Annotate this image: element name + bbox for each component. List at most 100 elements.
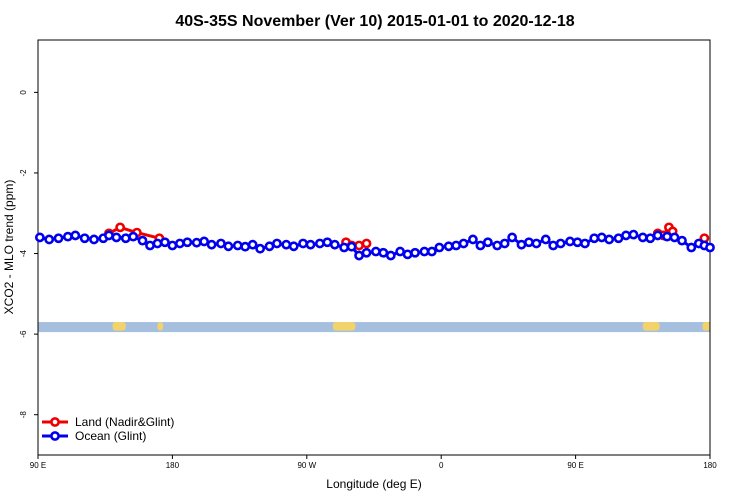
ocean-series-point-15 <box>160 237 170 248</box>
land-series-seg1-point-3 <box>361 238 372 249</box>
ocean-series-point-83 <box>705 242 715 253</box>
ocean-series-point-51 <box>451 240 462 251</box>
ocean-series-point-68 <box>589 233 600 244</box>
y-axis-label: XCO2 - MLO trend (ppm) <box>2 180 16 315</box>
y-axis: 0 -2 -4 -6 -8 <box>19 90 38 419</box>
ocean-series-point-58 <box>507 232 518 243</box>
ocean-series-point-74 <box>637 232 648 243</box>
ocean-series-point-21 <box>206 239 217 250</box>
ocean-series-point-53 <box>468 234 478 245</box>
ocean-series-point-35 <box>322 237 333 248</box>
ocean-series-point-18 <box>182 237 193 248</box>
ocean-series-point-75 <box>645 233 656 244</box>
ocean-series-point-13 <box>145 240 155 251</box>
ocean-series-point-8 <box>104 230 114 241</box>
ocean-series-point-41 <box>370 246 381 257</box>
land-band <box>38 322 710 333</box>
legend-land-label: Land (Nadir&Glint) <box>75 415 174 429</box>
ocean-series-point-71 <box>613 233 624 244</box>
ocean-series-point-9 <box>111 232 122 243</box>
land-patch-1 <box>157 322 164 331</box>
ocean-series-point-4 <box>70 230 81 241</box>
ocean-series-point-17 <box>174 238 185 249</box>
ocean-series-point-48 <box>426 246 437 257</box>
ocean-series-point-42 <box>378 247 389 258</box>
ocean-band <box>38 322 710 333</box>
ocean-series-point-31 <box>288 241 299 252</box>
x-tick-label-0: 90 E <box>30 461 46 470</box>
ocean-series-point-72 <box>621 230 631 241</box>
ocean-series-point-59 <box>516 239 527 250</box>
ocean-series-point-24 <box>232 240 243 251</box>
ocean-series-point-62 <box>540 234 551 245</box>
x-tick-label-4: 90 E <box>567 461 583 470</box>
y-tick-label-3: -6 <box>19 330 28 338</box>
y-tick-label-4: -8 <box>19 411 28 419</box>
ocean-series-point-0 <box>34 232 45 243</box>
ocean-series-point-79 <box>677 235 687 246</box>
ocean-series-point-46 <box>410 247 420 258</box>
x-axis: 90 E 180 90 W 0 90 E 180 <box>30 455 717 470</box>
ocean-series-point-20 <box>199 236 210 247</box>
ocean-series-point-5 <box>79 233 90 244</box>
ocean-series-point-50 <box>443 241 454 252</box>
ocean-series-point-45 <box>402 249 413 260</box>
ocean-series-point-60 <box>524 237 534 248</box>
ocean-series-point-28 <box>264 241 275 252</box>
ocean-series-point-1 <box>44 234 55 245</box>
ocean-series-point-26 <box>247 239 258 250</box>
ocean-series-point-49 <box>434 242 445 253</box>
land-patch-4 <box>702 322 710 331</box>
ocean-series-point-52 <box>458 238 469 249</box>
ocean-series-point-33 <box>305 239 316 250</box>
ocean-series-point-40 <box>361 247 372 258</box>
ocean-series-point-32 <box>298 238 308 249</box>
ocean-series-point-30 <box>281 239 292 250</box>
ocean-series-point-65 <box>565 236 575 247</box>
ocean-series-point-73 <box>628 229 639 240</box>
ocean-series-point-11 <box>128 231 139 242</box>
ocean-series-point-34 <box>314 238 325 249</box>
ocean-series-point-16 <box>167 240 178 251</box>
x-tick-label-3: 0 <box>439 461 444 470</box>
legend-ocean-label: Ocean (Glint) <box>75 429 146 443</box>
ocean-series-point-36 <box>329 239 340 250</box>
ocean-series-point-67 <box>580 238 590 249</box>
ocean-series-point-22 <box>216 238 226 249</box>
ocean-series-point-64 <box>555 238 566 249</box>
land-patch-2 <box>332 322 356 331</box>
ocean-series-point-44 <box>395 246 406 257</box>
ocean-series-point-10 <box>120 233 131 244</box>
legend-ocean-marker <box>50 431 60 441</box>
ocean-series-point-78 <box>669 232 680 243</box>
ocean-series-point-77 <box>662 231 672 242</box>
ocean-series-point-19 <box>191 237 202 248</box>
land-series-seg1-point-2 <box>354 240 364 251</box>
ocean-series-point-38 <box>346 241 357 252</box>
ocean-series-point-55 <box>482 237 493 248</box>
y-tick-label-2: -4 <box>19 249 28 257</box>
x-tick-label-5: 180 <box>703 461 717 470</box>
ocean-series-point-39 <box>354 250 364 261</box>
y-tick-label-1: -2 <box>19 169 28 177</box>
ocean-series-point-37 <box>339 242 350 253</box>
ocean-series-point-27 <box>255 243 266 254</box>
ocean-series-point-23 <box>223 241 234 252</box>
ocean-series-point-14 <box>152 238 163 249</box>
ocean-series-point-69 <box>596 232 607 243</box>
legend-land-marker <box>50 417 60 427</box>
ocean-series-point-47 <box>419 246 430 257</box>
ocean-series-point-63 <box>548 240 559 251</box>
ocean-series-point-70 <box>604 234 615 245</box>
x-axis-label: Longitude (deg E) <box>326 477 421 491</box>
ocean-series-point-12 <box>137 235 148 246</box>
ocean-series-point-61 <box>531 238 542 249</box>
ocean-series-point-6 <box>89 234 99 245</box>
ocean-series-point-66 <box>572 237 583 248</box>
land-patch-3 <box>642 322 660 331</box>
y-tick-label-0: 0 <box>19 90 28 95</box>
ocean-series-point-3 <box>62 231 73 242</box>
x-tick-label-2: 90 W <box>297 461 316 470</box>
series-layer <box>34 222 715 261</box>
